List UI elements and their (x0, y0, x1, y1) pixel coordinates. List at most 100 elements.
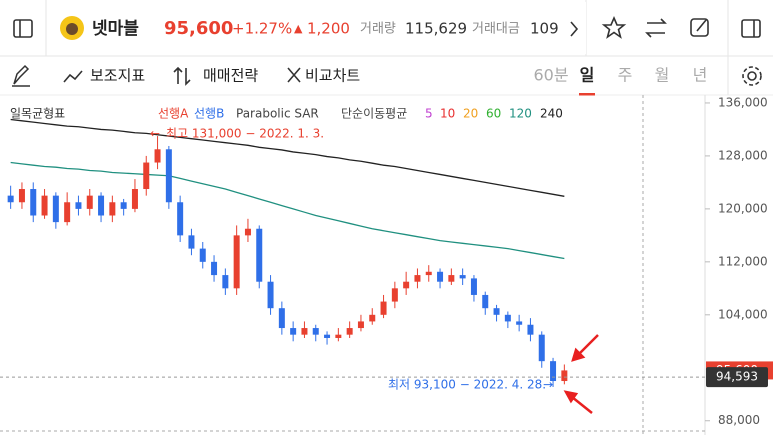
legend-item: 20 (463, 107, 478, 121)
candle-body (312, 328, 319, 335)
candle-body (369, 314, 376, 322)
current-price-box (706, 367, 768, 388)
candle-body (437, 271, 444, 282)
legend-item: 240 (540, 107, 563, 121)
candle-body (561, 370, 568, 382)
y-tick-label: 120,000 (718, 201, 768, 215)
candle-body (470, 278, 477, 295)
candle-body (516, 321, 523, 325)
candle-body (244, 228, 251, 236)
candle-body (504, 314, 511, 322)
candle-body (538, 334, 545, 362)
scroll-right[interactable] (570, 21, 579, 37)
legend-item: 10 (440, 107, 455, 121)
candle-body (493, 308, 500, 315)
high-annotation: 최고 131,000 − 2022. 1. 3. (166, 127, 324, 141)
change-arrow: ▲ (294, 22, 303, 35)
legend-item: 5 (425, 107, 433, 121)
period-tab[interactable]: 주 (618, 66, 633, 85)
candle-body (527, 324, 534, 335)
candle-body (256, 228, 263, 282)
legend-item: 단순이동평균 (341, 107, 407, 121)
swap[interactable] (645, 18, 667, 38)
candle-body (459, 275, 466, 279)
candle-body (30, 189, 37, 216)
price: 95,600 (164, 18, 233, 39)
candle-body (18, 189, 25, 203)
period-tab[interactable]: 60분 (533, 66, 568, 85)
sidebar-toggle[interactable] (13, 19, 33, 38)
red-arrows (563, 334, 599, 414)
y-tick-label: 88,000 (718, 413, 760, 427)
candle-body (335, 334, 342, 338)
candle-body (131, 189, 138, 209)
candle-body (222, 275, 229, 289)
candle-body (41, 195, 48, 216)
change-pct: +1.27% (232, 20, 292, 38)
svg-text:←: ← (150, 127, 160, 141)
logo (60, 16, 84, 40)
candle-body (346, 328, 353, 335)
candle-body (233, 235, 240, 289)
candle-body (403, 281, 410, 289)
candle-body (278, 308, 285, 329)
indicator-title: 일목균형표 (10, 107, 65, 121)
legend-item: 선행A (158, 106, 189, 121)
candle-body (290, 328, 297, 335)
candle-body (380, 301, 387, 315)
svg-text:→: → (543, 378, 553, 392)
indicators-button[interactable]: 보조지표 (90, 67, 145, 85)
candle-body (391, 288, 398, 302)
amount-label: 거래대금 (472, 22, 520, 37)
candle-body (425, 271, 432, 276)
settings[interactable] (742, 66, 762, 86)
ma-line (10, 161, 565, 260)
candle-body (98, 195, 105, 216)
candle-body (154, 149, 161, 163)
strategy-button[interactable]: 매매전략 (203, 67, 258, 85)
draw-tool[interactable] (12, 64, 30, 87)
favorite[interactable] (601, 15, 627, 39)
y-tick-label: 136,000 (718, 95, 768, 109)
amount: 109 (530, 20, 559, 38)
candle-body (211, 261, 218, 276)
period-tab[interactable]: 년 (693, 66, 708, 85)
legend-item: 선행B (194, 106, 224, 121)
candle-body (177, 202, 184, 236)
y-tick-label: 112,000 (718, 254, 768, 268)
tab-underline (579, 93, 595, 96)
panel-toggle[interactable] (741, 19, 761, 38)
candle-body (550, 361, 557, 382)
candle-body (7, 195, 14, 203)
candle-body (448, 275, 455, 282)
candle-body (86, 195, 93, 209)
low-annotation: 최저 93,100 − 2022. 4. 28. (388, 378, 546, 392)
candle-body (301, 328, 308, 335)
period-tab[interactable]: 일 (580, 66, 595, 85)
candle-body (482, 294, 489, 309)
candle-body (165, 149, 172, 203)
volume: 115,629 (405, 20, 467, 38)
compare-button[interactable]: 비교차트 (305, 67, 360, 85)
candle-body (109, 202, 116, 216)
candle-body (188, 235, 195, 249)
y-tick-label: 128,000 (718, 148, 768, 162)
candle-body (324, 334, 331, 338)
candle-body (143, 162, 150, 190)
candle-body (267, 281, 274, 309)
legend-item: Parabolic SAR (236, 107, 319, 121)
candle-body (414, 275, 421, 282)
period-tab[interactable]: 월 (655, 66, 670, 85)
edit[interactable] (690, 18, 709, 37)
y-tick-label: 104,000 (718, 307, 768, 321)
candle-body (357, 321, 364, 329)
candle-body (64, 202, 71, 223)
change: 1,200 (307, 20, 350, 38)
volume-label: 거래량 (360, 22, 396, 37)
candle-body (52, 195, 59, 223)
stock-name: 넷마블 (92, 19, 139, 39)
candle-body (120, 202, 127, 209)
current-price-label: 94,593 (716, 370, 758, 384)
ma-line (10, 118, 565, 197)
